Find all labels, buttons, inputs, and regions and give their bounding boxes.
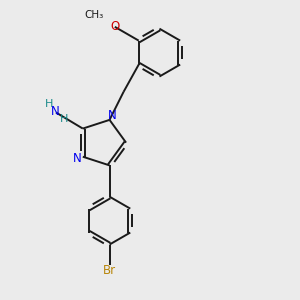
- Text: N: N: [73, 152, 82, 165]
- Text: O: O: [110, 20, 119, 33]
- Text: H: H: [60, 114, 68, 124]
- Text: CH₃: CH₃: [85, 10, 104, 20]
- Text: N: N: [50, 105, 59, 118]
- Text: Br: Br: [103, 264, 116, 277]
- Text: H: H: [45, 99, 53, 110]
- Text: N: N: [108, 109, 117, 122]
